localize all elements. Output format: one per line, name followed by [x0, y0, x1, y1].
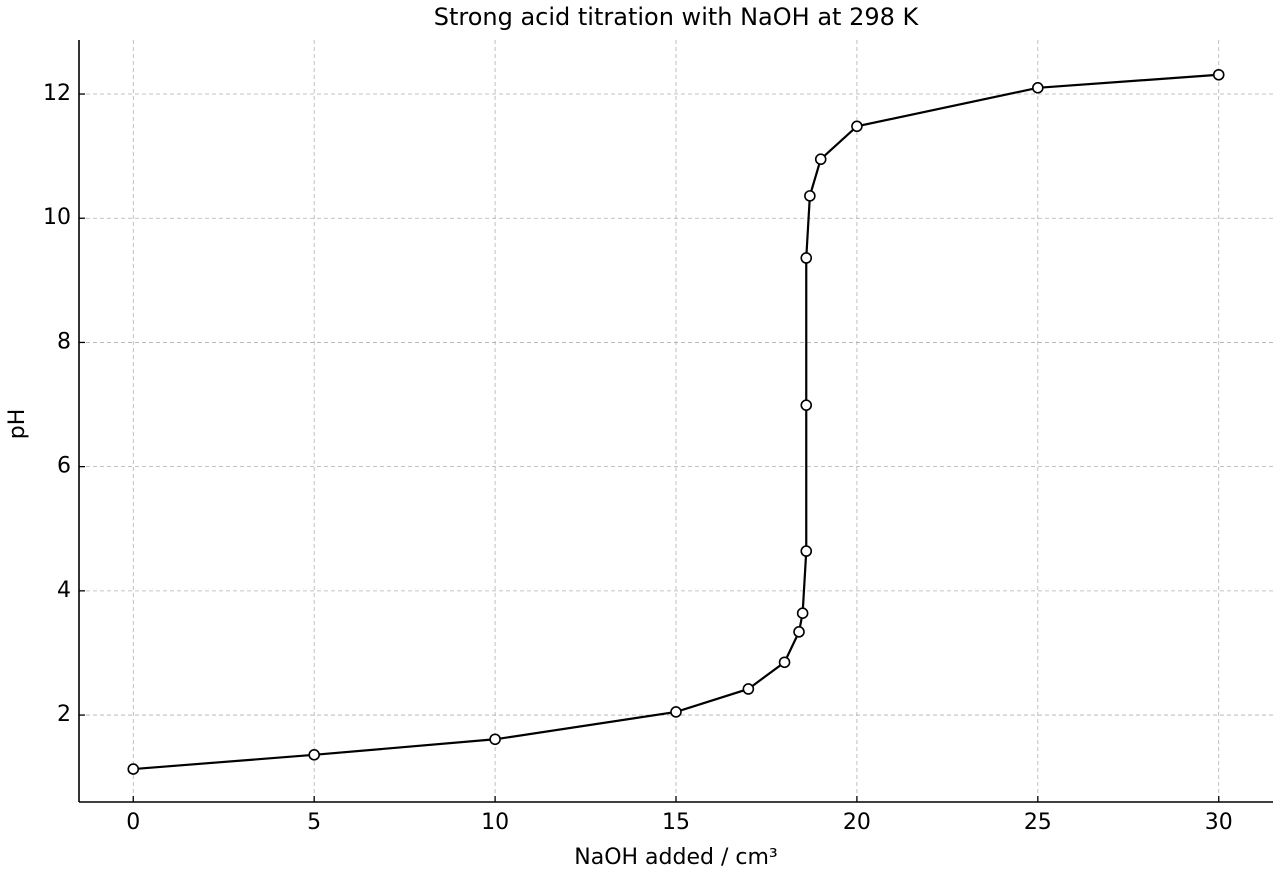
data-point — [796, 607, 809, 620]
data-point — [1212, 68, 1225, 81]
x-tick-label: 5 — [307, 810, 321, 835]
y-tick-label: 12 — [43, 81, 71, 106]
data-point — [670, 706, 682, 718]
x-tick-label: 30 — [1205, 810, 1233, 835]
data-point — [851, 120, 863, 133]
data-point — [804, 190, 816, 202]
y-tick-label: 10 — [43, 205, 71, 230]
data-point — [1032, 82, 1044, 94]
x-tick-label: 25 — [1024, 810, 1052, 835]
data-point — [489, 733, 501, 746]
y-tick-label: 2 — [57, 702, 71, 727]
data-point — [793, 626, 805, 638]
data-point — [127, 763, 140, 775]
x-axis-label: NaOH added / cm³ — [574, 845, 777, 870]
data-point — [800, 399, 813, 411]
x-tick-label: 10 — [481, 810, 509, 835]
data-point — [800, 545, 813, 557]
data-point — [814, 153, 827, 166]
data-line — [133, 73, 1219, 771]
x-tick-label: 20 — [843, 810, 871, 835]
chart-title: Strong acid titration with NaOH at 298 K — [434, 3, 920, 31]
y-tick-label: 8 — [57, 329, 71, 354]
y-tick-label: 4 — [57, 578, 71, 603]
data-point — [308, 749, 320, 761]
x-tick-label: 0 — [126, 810, 140, 835]
x-tick-label: 15 — [662, 810, 690, 835]
data-point — [778, 656, 791, 669]
data-point — [742, 683, 755, 695]
data-point — [800, 252, 813, 264]
y-axis-label: pH — [5, 409, 30, 440]
y-tick-label: 6 — [57, 454, 71, 479]
